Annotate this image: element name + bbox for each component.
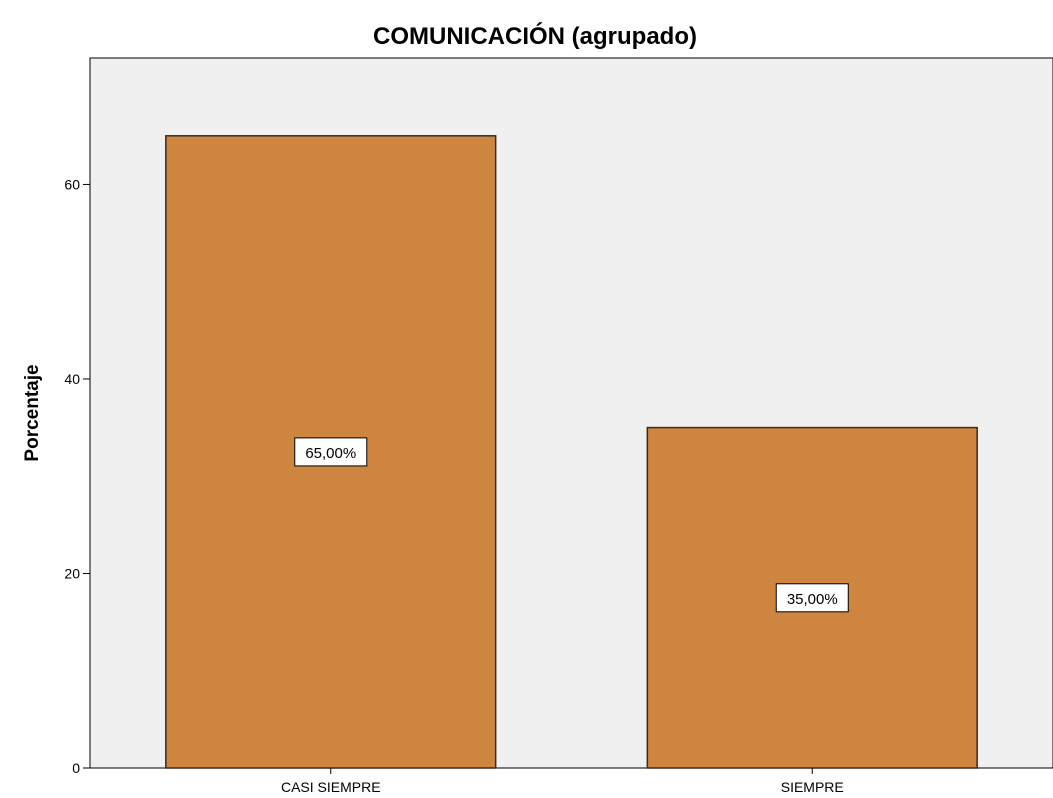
data-label-box xyxy=(775,583,849,613)
data-label-text: 65,00% xyxy=(305,445,356,462)
data-label-box xyxy=(294,437,368,467)
y-axis-title: Porcentaje xyxy=(22,364,43,461)
data-label: 65,00% xyxy=(294,437,368,467)
x-tick-label: SIEMPRE xyxy=(781,779,844,795)
data-labels-group: 65,00% 35,00% xyxy=(294,437,849,613)
x-axis: CASI SIEMPRE SIEMPRE xyxy=(281,768,844,795)
x-tick-label: CASI SIEMPRE xyxy=(281,779,381,795)
chart-title: COMUNICACIÓN (agrupado) xyxy=(373,22,697,50)
y-tick-label: 40 xyxy=(64,371,80,387)
data-label-text: 35,00% xyxy=(787,591,838,608)
y-tick-label: 0 xyxy=(72,760,80,776)
y-tick-label: 20 xyxy=(64,565,80,581)
y-tick-label: 60 xyxy=(64,176,80,192)
y-axis: 0 20 40 60 xyxy=(64,176,90,776)
data-label: 35,00% xyxy=(775,583,849,613)
